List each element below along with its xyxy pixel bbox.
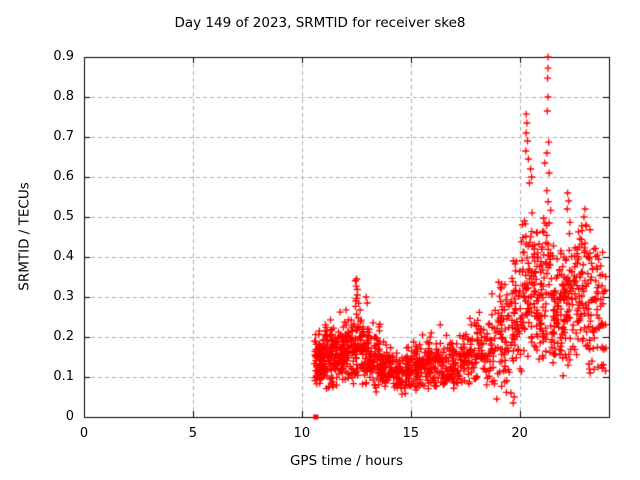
y-tick-label: 0.5 [53, 209, 74, 224]
y-tick-label: 0.7 [53, 129, 74, 144]
y-tick-label: 0.9 [53, 49, 74, 64]
y-tick-label: 0 [65, 409, 74, 424]
y-tick-label: 0.3 [53, 289, 74, 304]
x-axis-title: GPS time / hours [289, 453, 404, 469]
y-tick-label: 0.8 [53, 89, 74, 104]
y-tick-label: 0.6 [53, 169, 74, 184]
x-tick-label: 15 [402, 426, 420, 441]
y-tick-label: 0.2 [53, 329, 74, 344]
x-tick-label: 10 [293, 426, 311, 441]
y-tick-label: 0.1 [53, 369, 74, 384]
x-tick-label: 20 [511, 426, 528, 441]
y-axis-title: SRMTID / TECUs [16, 182, 33, 291]
x-tick-label: 5 [188, 426, 198, 441]
y-tick-label: 0.4 [53, 249, 74, 264]
x-tick-label: 0 [79, 426, 89, 441]
chart-title: Day 149 of 2023, SRMTID for receiver ske… [174, 15, 466, 31]
